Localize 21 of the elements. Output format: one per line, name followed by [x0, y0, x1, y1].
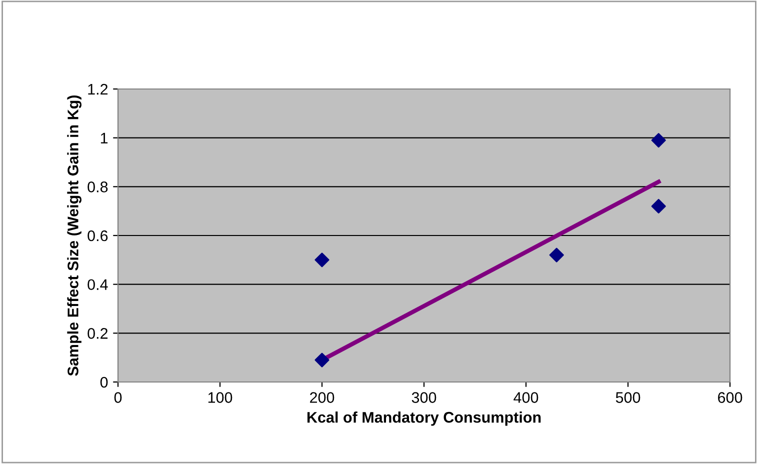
point	[651, 132, 666, 148]
point	[651, 198, 666, 214]
y-tick-label: 0.6	[88, 230, 108, 242]
x-tick-label: 0	[114, 392, 122, 403]
y-tick-label: 1.2	[88, 84, 108, 95]
y-tick-label: 0.4	[88, 279, 108, 290]
x-tick-label: 300	[412, 392, 436, 403]
y-tick-label: 1	[100, 132, 108, 144]
x-axis-title: Kcal of Mandatory Consumption	[307, 412, 541, 426]
y-tick-label: 0	[100, 376, 108, 388]
x-tick-label: 400	[514, 392, 538, 403]
y-axis-title: Sample Effect Size (Weight Gain in Kg)	[67, 95, 82, 376]
x-tick-label: 200	[310, 392, 334, 403]
point	[314, 352, 330, 368]
y-tick-label: 0.2	[88, 328, 108, 339]
x-tick-label: 600	[718, 392, 742, 403]
point	[549, 248, 564, 262]
point	[314, 252, 330, 268]
y-tick-label: 0.8	[88, 182, 108, 192]
x-tick-label: 500	[616, 392, 640, 403]
x-tick-label: 100	[208, 392, 232, 403]
